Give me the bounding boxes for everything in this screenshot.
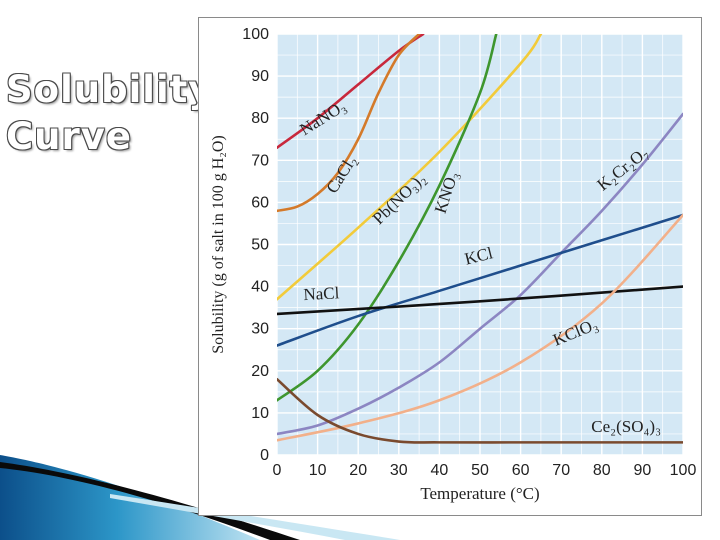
y-tick-label: 0 [260, 447, 269, 464]
x-tick-label: 90 [634, 462, 652, 479]
series-group [277, 34, 683, 444]
y-tick-label: 70 [251, 152, 269, 169]
x-tick-label: 10 [309, 462, 327, 479]
y-tick-label: 40 [251, 279, 269, 296]
series-line-8 [277, 377, 683, 444]
solubility-chart: 0 10 20 30 40 50 60 70 80 90 100 0 10 20 30 40 50 60 70 80… [210, 26, 697, 503]
x-tick-label: 20 [349, 462, 367, 479]
y-tick-label: 10 [251, 405, 269, 422]
y-tick-label: 90 [251, 68, 269, 85]
y-tick-label: 20 [251, 363, 269, 380]
y-tick-label: 50 [251, 237, 269, 254]
series-line-4 [277, 112, 683, 436]
y-axis-label: Solubility (g of salt in 100 g H₂O) [210, 135, 227, 353]
x-axis-ticks: 0 10 20 30 40 50 60 70 80 90 100 [273, 462, 697, 479]
series-line-3 [277, 34, 498, 402]
series-line-1 [277, 34, 421, 213]
x-tick-label: 80 [593, 462, 611, 479]
slide-title: Solubility Curve [6, 66, 214, 160]
series-line-7 [277, 213, 683, 442]
x-tick-label: 50 [471, 462, 489, 479]
x-tick-label: 70 [552, 462, 570, 479]
series-label-8: Ce₂(SO₄)₃ [591, 417, 661, 436]
series-line-6 [277, 285, 683, 316]
series-label-6: NaCl [303, 283, 340, 304]
y-axis-ticks: 0 10 20 30 40 50 60 70 80 90 100 [242, 26, 269, 464]
x-tick-label: 30 [390, 462, 408, 479]
slide-title-line-1: Solubility [6, 68, 214, 111]
y-tick-label: 60 [251, 194, 269, 211]
y-tick-label: 100 [242, 26, 269, 43]
series-line-5 [277, 213, 683, 347]
grid [276, 33, 684, 456]
chart-frame: 0 10 20 30 40 50 60 70 80 90 100 0 10 20 30 40 50 60 70 80… [198, 17, 702, 516]
slide-title-line-2: Curve [6, 115, 132, 158]
x-tick-label: 100 [670, 462, 697, 479]
x-tick-label: 0 [273, 462, 282, 479]
y-tick-label: 80 [251, 110, 269, 127]
y-tick-label: 30 [251, 321, 269, 338]
series-line-2 [277, 34, 543, 301]
x-axis-label: Temperature (°C) [420, 484, 539, 503]
x-tick-label: 60 [512, 462, 530, 479]
x-tick-label: 40 [431, 462, 449, 479]
